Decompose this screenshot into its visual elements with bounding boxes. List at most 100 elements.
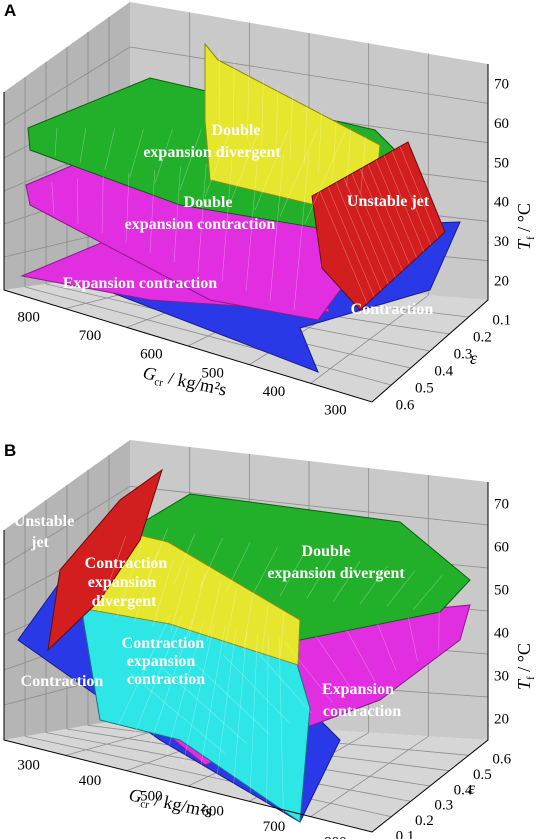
mesh-line [116,543,142,618]
mesh-line [129,128,144,177]
mesh-line [170,566,190,632]
mesh-line [216,628,237,780]
mesh-line [408,617,418,661]
mesh-line [233,630,247,789]
y-tick-label: 0.2 [473,330,492,346]
mesh-line [133,616,182,738]
x-tick-label: 500 [140,788,163,804]
y-axis-title-b: ε [468,778,476,798]
mesh-line [199,625,226,772]
y-tick-label: 0.4 [434,364,453,380]
mesh-line [269,154,284,301]
y-tick-label: 0.5 [415,381,434,397]
x-tick-label: 600 [140,347,163,363]
tick-labels-b: 300 400 500 600 700 800 0.60.50.40.30.20.1 70 60… [17,497,511,839]
z-axis-title-b: Tf / °C [514,643,536,690]
mesh-line [315,636,354,693]
mesh-line [249,632,258,797]
panel-letter-b: B [4,441,16,460]
mesh-line [79,128,87,164]
z-tick-label: 20 [494,273,509,289]
mesh-line [386,570,416,607]
mesh-line [332,119,337,181]
mesh-line [254,129,289,211]
mesh-line [319,191,368,304]
label-line: Double [212,122,261,139]
mesh-line [304,129,347,224]
mesh-line [166,621,204,755]
mesh-line [161,667,248,745]
surface-mesh-a [51,52,439,311]
z-tick-label: 30 [494,234,509,250]
label-line: Double [302,543,351,560]
mesh-line [225,589,237,647]
mesh-line [377,623,397,672]
mesh-line [146,528,168,583]
mesh-line [359,565,388,605]
label-unstable-jet-b: Unstable jet [14,513,78,551]
y-tick-label: 0.3 [434,798,453,814]
panel-a: A Double expansion divergent Double expa… [3,1,536,419]
mesh-line [359,168,403,272]
mesh-line [152,558,174,628]
mesh-line [303,102,308,167]
mesh-line [391,150,432,246]
mesh-line [154,128,173,184]
label-contraction-expansion-divergent-b: Contraction expansion divergent [85,555,172,610]
y-tick-label: 0.5 [473,767,492,783]
mesh-line [253,648,312,714]
mesh-line [206,581,222,642]
mesh-line [188,573,206,637]
x-tick-label: 700 [79,328,102,344]
x-tick-label: 800 [17,309,40,325]
z-tick-label: 50 [494,583,509,599]
label-double-expansion-divergent-b: Double expansion divergent [267,543,405,582]
x-tick-label: 700 [263,819,286,835]
z-axis-title-a: Tf / °C [514,203,536,250]
label-line: Expansion [322,681,394,698]
mesh-line [130,673,227,755]
mesh-line [306,556,333,599]
x-tick-label: 600 [201,804,224,820]
mesh-line [101,175,104,234]
mesh-line [179,128,202,191]
y-tick-label: 0.1 [396,828,415,839]
mesh-line [226,542,251,591]
y-tick-label: 0.6 [492,752,511,768]
mesh-line [343,177,389,285]
y-tick-label: 0.1 [492,313,511,329]
panel-letter-a: A [4,1,16,20]
label-line: expansion [127,653,196,670]
mesh-line [183,623,215,763]
label-expansion-contraction-a: Expansion contraction [63,275,217,292]
y-tick-label: 0.6 [396,398,415,414]
label-double-expansion-contraction-a: Double expansion contraction [125,194,276,233]
mesh-line [229,129,260,204]
label-line: Unstable [14,513,74,530]
mesh-line [279,612,285,661]
label-expansion-contraction-b: Expansion contraction [322,681,401,720]
mesh-line [318,111,322,174]
label-line: contraction [323,703,401,720]
mesh-line [243,596,253,651]
mesh-line [275,86,279,154]
x-tick-label: 400 [263,384,286,400]
label-line: expansion [88,574,157,591]
mesh-line [279,551,306,597]
x-axis-title-b: Gcr / kg/m²s [127,784,215,824]
mesh-line [253,547,278,594]
label-line: divergent [92,593,158,610]
surface-unstable-jet-b [47,468,163,652]
mesh-line [351,173,396,278]
tick-labels-a: 800 700 600 500 400 300 0.10.20.30.40.50.6 70 60… [17,77,511,419]
mesh-line [399,146,439,239]
z-tick-label: 30 [494,669,509,685]
mesh-line [333,561,361,602]
label-line: expansion contraction [125,216,276,233]
mesh-line [278,637,284,814]
z-tick-label: 70 [494,77,509,93]
z-tick-label: 60 [494,540,509,556]
mesh-line [51,181,55,215]
mesh-line [104,128,116,171]
box-edge-a [3,64,489,403]
